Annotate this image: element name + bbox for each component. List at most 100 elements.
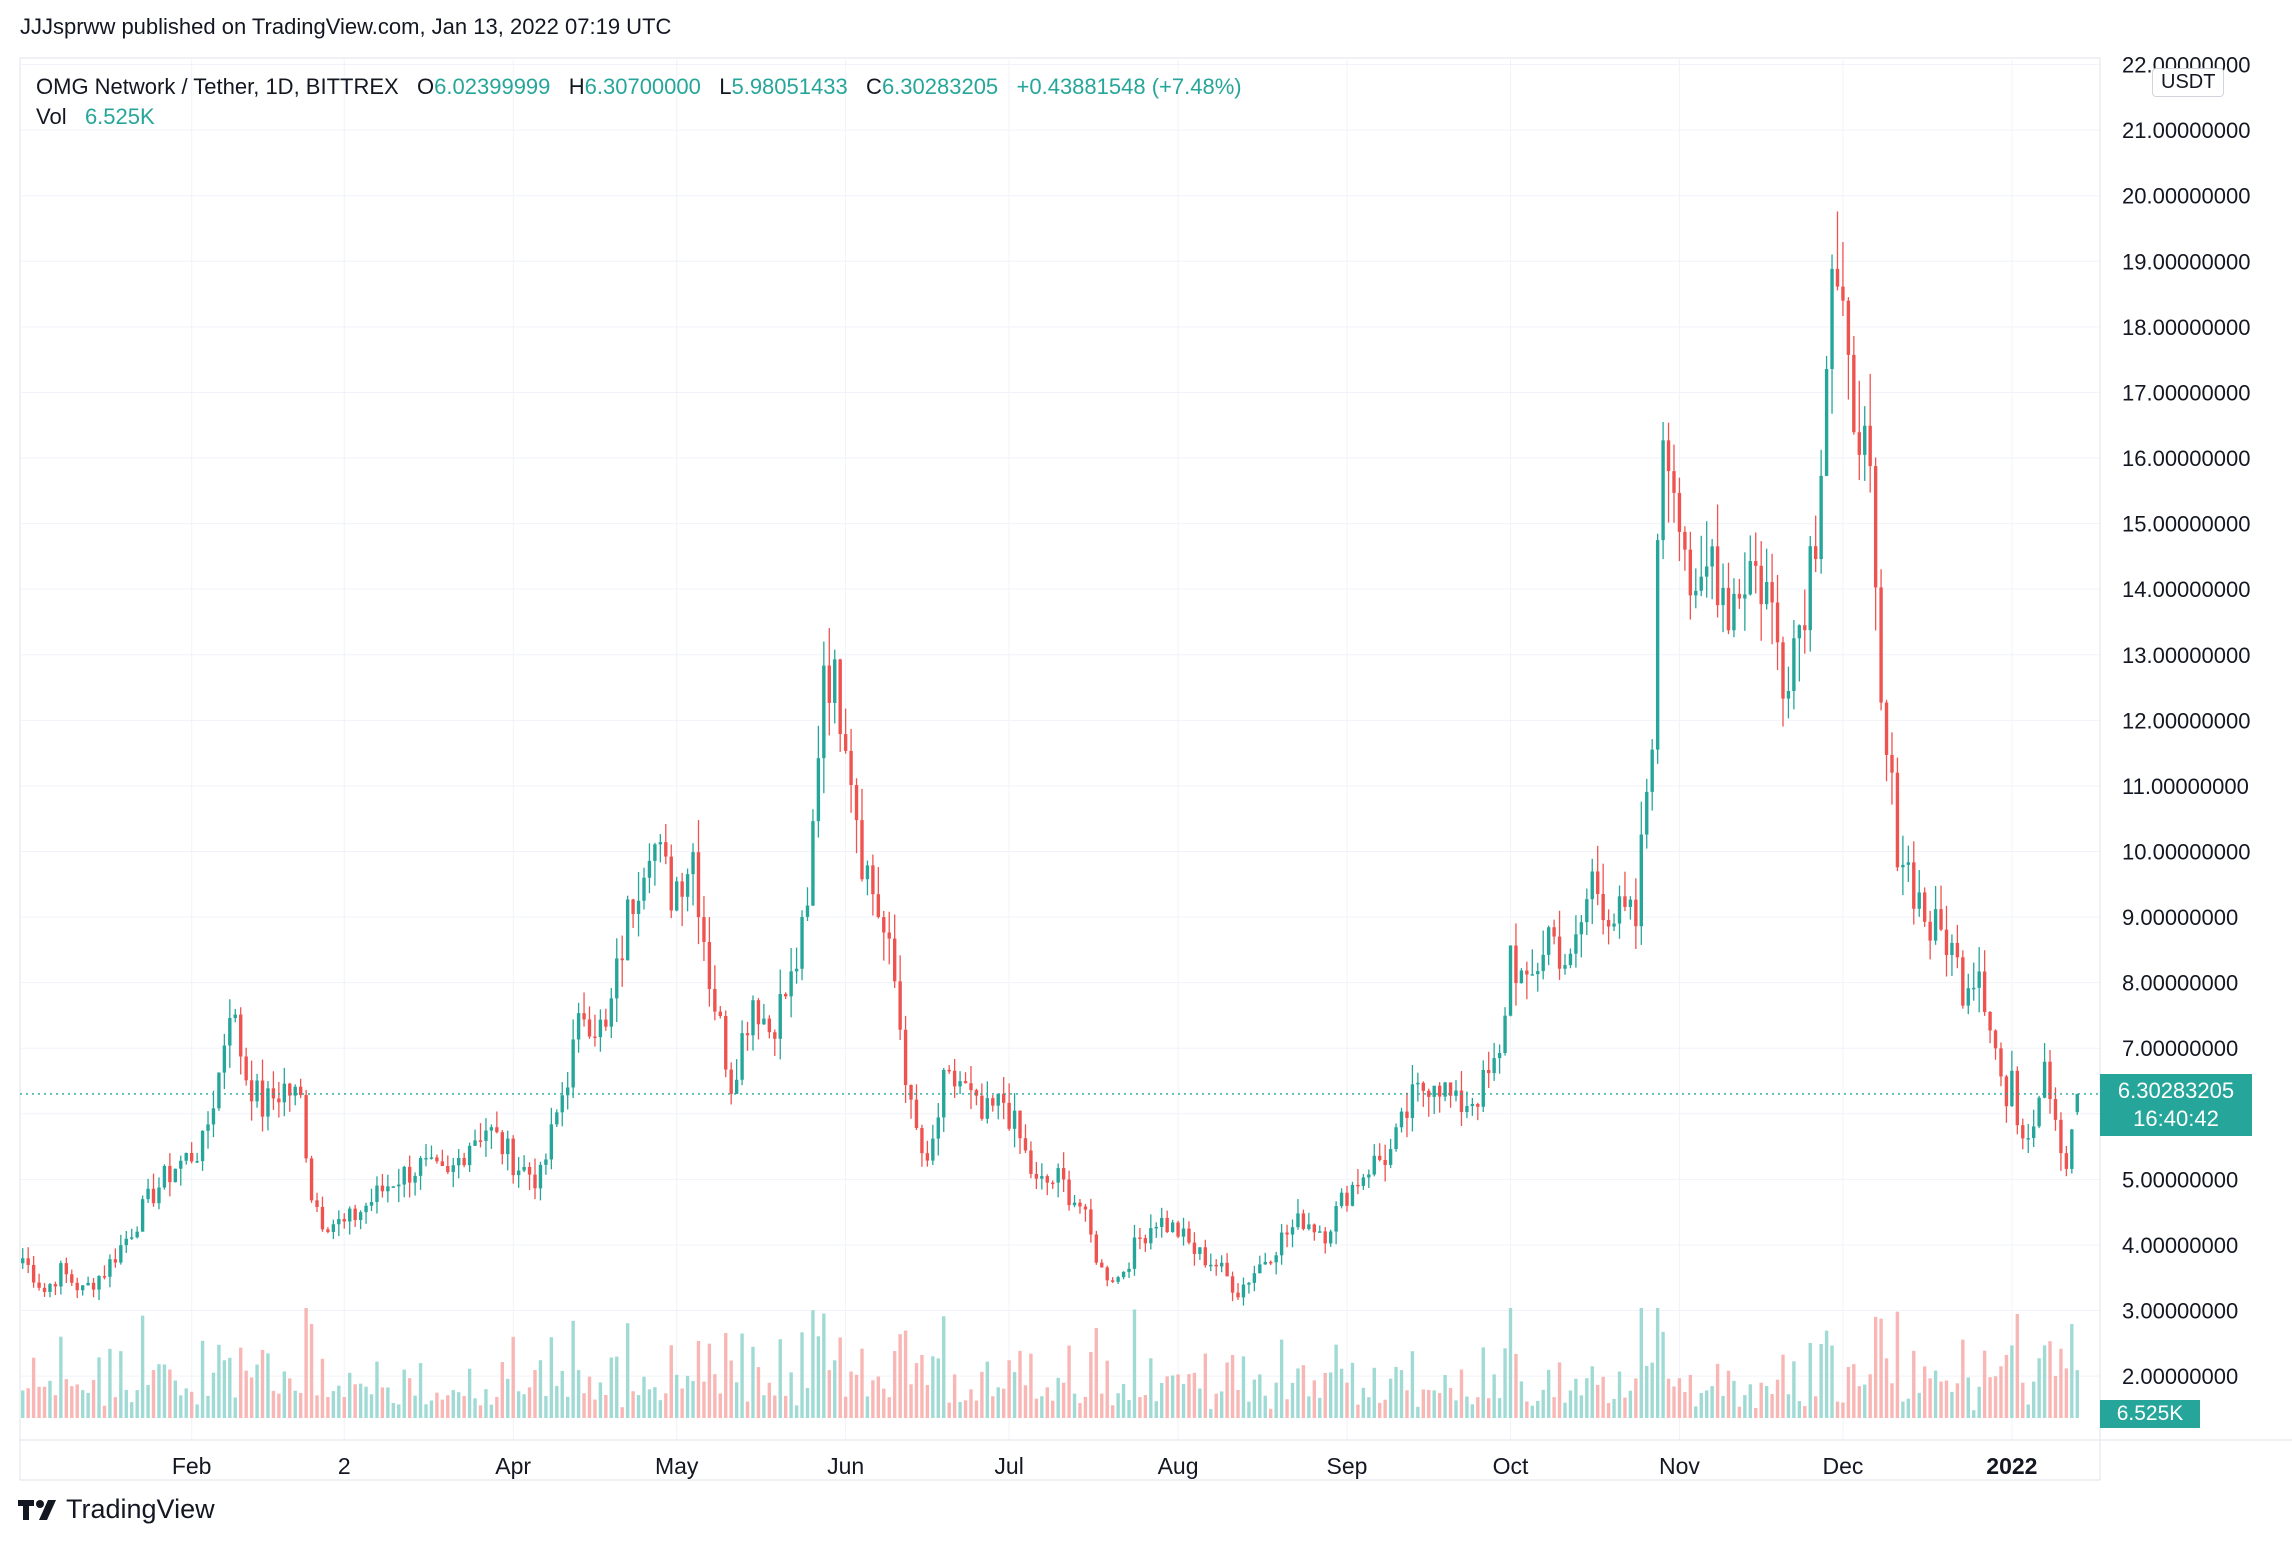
last-volume-tag: 6.525K — [2100, 1400, 2200, 1428]
volume-bar — [1061, 1382, 1066, 1418]
candle-body — [239, 1014, 243, 1057]
volume-bar — [75, 1384, 79, 1418]
volume-bar — [685, 1375, 690, 1418]
low-label: L — [719, 74, 732, 99]
volume-bar — [582, 1393, 586, 1418]
volume-bar — [1367, 1397, 1371, 1418]
volume-bar — [37, 1386, 41, 1418]
candle-body — [1040, 1176, 1044, 1179]
candle-body — [822, 665, 826, 759]
volume-bar — [91, 1379, 96, 1418]
candle-body — [898, 981, 902, 1030]
volume-bar — [1269, 1408, 1273, 1418]
candles — [21, 211, 2079, 1306]
volume-bar — [342, 1396, 346, 1418]
candle-body — [391, 1186, 395, 1188]
candle-body — [882, 917, 886, 933]
candle-body — [1699, 576, 1703, 591]
volume-bar — [1018, 1350, 1022, 1418]
volume-bar — [587, 1376, 592, 1418]
volume-bar — [48, 1380, 52, 1418]
x-tick-label: Aug — [1158, 1453, 1199, 1479]
volume-bar — [222, 1360, 227, 1418]
open-label: O — [417, 74, 435, 99]
volume-bar — [1105, 1360, 1109, 1418]
volume-bar — [1121, 1383, 1126, 1418]
volume-bar — [64, 1379, 69, 1418]
volume-bar — [1334, 1344, 1338, 1418]
volume-bar — [495, 1396, 499, 1418]
volume-bar — [59, 1336, 63, 1418]
volume-bar — [424, 1404, 428, 1418]
volume-bar — [1895, 1311, 1900, 1418]
volume-bar — [1944, 1380, 1949, 1418]
volume-bar — [298, 1393, 303, 1418]
volume-bar — [1961, 1339, 1965, 1418]
volume-bar — [1094, 1328, 1099, 1418]
candle-body — [1841, 286, 1845, 301]
candle-body — [669, 856, 673, 911]
y-tick-label: 13.00000000 — [2122, 643, 2250, 668]
volume-bar — [925, 1385, 930, 1418]
volume-bar — [1001, 1388, 1006, 1418]
volume-bar — [418, 1363, 423, 1418]
candle-body — [2075, 1093, 2079, 1113]
candle-body — [1596, 871, 1600, 895]
candle-body — [631, 899, 635, 914]
volume-bar — [816, 1336, 821, 1418]
volume-bar — [282, 1371, 287, 1418]
volume-bar — [1661, 1331, 1665, 1418]
candle-body — [358, 1212, 363, 1221]
candle-body — [1454, 1090, 1458, 1096]
candle-body — [380, 1185, 385, 1192]
volume-bar — [1574, 1378, 1578, 1418]
volume-bar — [1715, 1363, 1720, 1418]
volume-bar — [1072, 1393, 1077, 1418]
volume-bar — [1100, 1393, 1104, 1418]
tradingview-logo[interactable]: TradingView — [18, 1494, 215, 1525]
volume-bar — [1388, 1378, 1393, 1418]
candle-body — [1176, 1222, 1180, 1237]
candle-body — [364, 1205, 368, 1213]
candle-body — [1612, 923, 1616, 927]
volume-bar — [1710, 1386, 1714, 1418]
volume-bar — [467, 1368, 472, 1418]
candle-body — [707, 941, 712, 989]
candle-body — [298, 1086, 303, 1096]
volume-bar — [326, 1397, 330, 1418]
candle-body — [21, 1258, 25, 1264]
candle-body — [620, 958, 624, 961]
volume-bar — [348, 1372, 352, 1418]
candle-body — [740, 1033, 744, 1080]
candle-body — [1748, 561, 1752, 595]
volume-bar — [462, 1395, 466, 1418]
candle-body — [1301, 1213, 1306, 1229]
candle-body — [184, 1152, 188, 1161]
candle-body — [1192, 1242, 1197, 1254]
volume-bar — [1230, 1354, 1235, 1418]
volume-bar — [397, 1404, 401, 1418]
volume-bar — [1928, 1378, 1932, 1418]
volume-bar — [157, 1364, 161, 1418]
volume-bar — [1770, 1394, 1774, 1418]
volume-bar — [1530, 1405, 1534, 1418]
candle-body — [2037, 1097, 2041, 1127]
change-value: +0.43881548 (+7.48%) — [1016, 74, 1242, 99]
candle-body — [952, 1070, 957, 1087]
high-label: H — [568, 74, 585, 99]
candle-body — [1421, 1082, 1425, 1091]
volume-bar — [843, 1396, 848, 1418]
volume-bar — [1982, 1350, 1987, 1418]
volume-bar — [446, 1395, 450, 1418]
candle-body — [37, 1282, 41, 1288]
candle-body — [26, 1258, 30, 1265]
currency-button[interactable]: USDT — [2152, 68, 2225, 97]
candle-body — [1813, 546, 1818, 560]
candle-body — [1318, 1231, 1322, 1233]
volume-bar — [97, 1357, 101, 1418]
candle-body — [914, 1099, 919, 1129]
candle-body — [255, 1080, 259, 1102]
volume-bar — [1410, 1351, 1415, 1418]
volume-bar — [391, 1402, 395, 1418]
